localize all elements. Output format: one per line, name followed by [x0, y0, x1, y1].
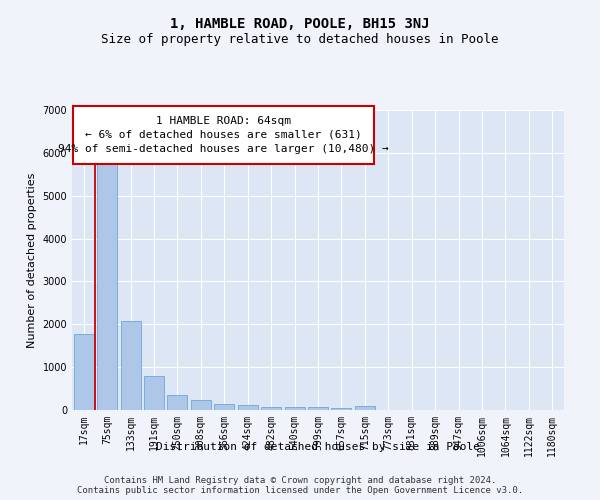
- Text: Size of property relative to detached houses in Poole: Size of property relative to detached ho…: [101, 32, 499, 46]
- Text: Distribution of detached houses by size in Poole: Distribution of detached houses by size …: [156, 442, 480, 452]
- Y-axis label: Number of detached properties: Number of detached properties: [27, 172, 37, 348]
- Text: Contains HM Land Registry data © Crown copyright and database right 2024.
Contai: Contains HM Land Registry data © Crown c…: [77, 476, 523, 495]
- Bar: [191, 400, 211, 410]
- Bar: [73, 106, 374, 164]
- Bar: [261, 406, 281, 410]
- Bar: [355, 406, 375, 410]
- Text: 1, HAMBLE ROAD, POOLE, BH15 3NJ: 1, HAMBLE ROAD, POOLE, BH15 3NJ: [170, 18, 430, 32]
- Bar: [121, 321, 140, 410]
- Bar: [214, 404, 234, 410]
- Bar: [74, 334, 94, 410]
- Bar: [144, 376, 164, 410]
- Bar: [238, 406, 257, 410]
- Bar: [97, 162, 117, 410]
- Bar: [167, 396, 187, 410]
- Text: 1 HAMBLE ROAD: 64sqm
← 6% of detached houses are smaller (631)
94% of semi-detac: 1 HAMBLE ROAD: 64sqm ← 6% of detached ho…: [58, 116, 389, 154]
- Bar: [284, 408, 305, 410]
- Bar: [331, 408, 352, 410]
- Bar: [308, 408, 328, 410]
